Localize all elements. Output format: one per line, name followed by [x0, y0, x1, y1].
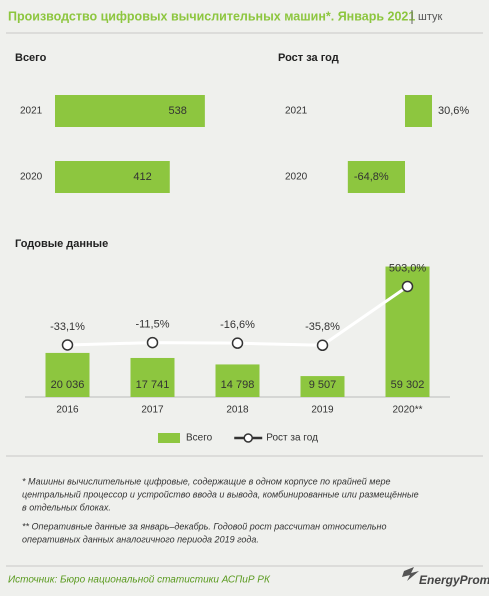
value-label: -11,5% — [135, 319, 169, 331]
x-tick-label: 2020** — [392, 405, 422, 416]
value-label: 59 302 — [391, 379, 425, 391]
legend-swatch — [243, 433, 253, 443]
logo-icon — [402, 567, 419, 581]
marker — [231, 337, 244, 349]
value-label: 9 507 — [309, 379, 337, 391]
footnote: * Машины вычислительные цифровые, содерж… — [22, 476, 390, 486]
marker — [401, 280, 414, 293]
value-label: 14 798 — [221, 379, 255, 391]
value-label: -64,8% — [354, 171, 389, 183]
marker — [146, 336, 159, 349]
legend-label: Рост за год — [266, 433, 318, 444]
y-tick-label: 2020 — [20, 172, 43, 183]
title: Производство цифровых вычислительных маш… — [8, 9, 415, 23]
bar — [55, 161, 170, 193]
value-label: 538 — [169, 105, 187, 117]
y-tick-label: 2021 — [20, 106, 43, 117]
x-tick-label: 2017 — [141, 405, 164, 416]
unit: штук — [418, 11, 442, 23]
source: Источник: Бюро национальной статистики А… — [8, 575, 271, 586]
x-tick-label: 2016 — [56, 405, 79, 416]
value-label: -35,8% — [305, 321, 340, 333]
bar — [130, 357, 175, 397]
marker — [316, 339, 329, 352]
logo: EnergyProm — [419, 573, 489, 587]
chart-title: Годовые данные — [15, 238, 108, 250]
legend-swatch — [158, 433, 180, 443]
bar — [215, 364, 260, 397]
value-label: -33,1% — [50, 321, 85, 333]
marker — [61, 339, 74, 351]
x-tick-label: 2019 — [311, 405, 334, 416]
y-tick-label: 2021 — [285, 106, 308, 117]
y-tick-label: 2020 — [285, 172, 308, 183]
value-label: 412 — [133, 171, 151, 183]
x-tick-label: 2018 — [226, 405, 249, 416]
bar — [405, 95, 432, 127]
footnote: оперативных данных аналогичного периода … — [22, 534, 259, 544]
value-label: 20 036 — [51, 379, 85, 391]
bar — [55, 95, 205, 127]
value-label: 503,0% — [389, 262, 427, 274]
footnote: ** Оперативные данные за январь–декабрь.… — [22, 521, 386, 531]
bar — [300, 376, 345, 397]
value-label: 30,6% — [438, 105, 469, 117]
footnote: в отдельных блоках. — [22, 502, 111, 512]
chart-title: Всего — [15, 52, 47, 64]
value-label: -16,6% — [220, 319, 255, 331]
bar — [45, 352, 90, 397]
chart-title: Рост за год — [278, 52, 339, 64]
legend-label: Всего — [186, 433, 213, 444]
footnote: центральный процессор и устройство ввода… — [22, 489, 419, 499]
value-label: 17 741 — [136, 379, 170, 391]
bar — [347, 161, 405, 193]
